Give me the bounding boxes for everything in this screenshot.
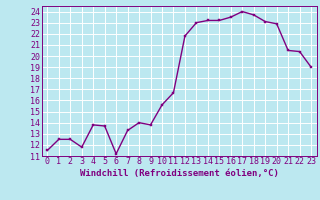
X-axis label: Windchill (Refroidissement éolien,°C): Windchill (Refroidissement éolien,°C) bbox=[80, 169, 279, 178]
